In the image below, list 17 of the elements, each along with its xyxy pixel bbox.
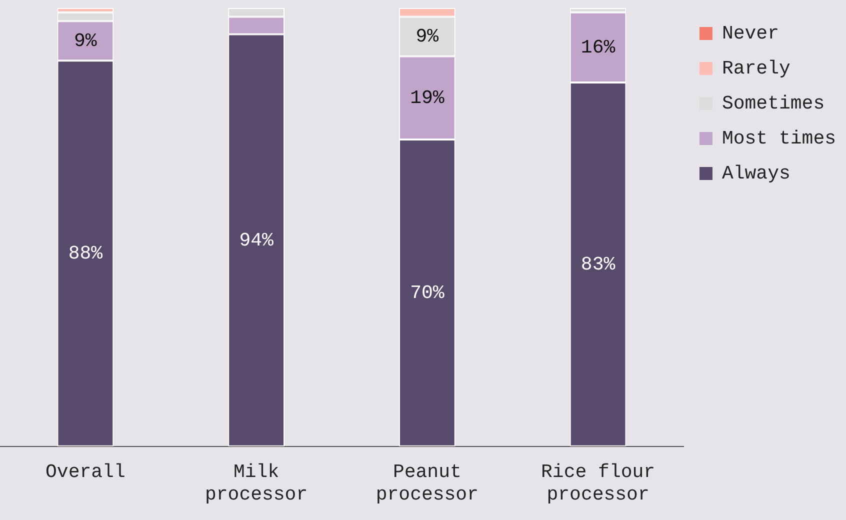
data-label: 16% xyxy=(580,36,616,58)
data-label: 88% xyxy=(68,242,104,265)
data-label: 19% xyxy=(410,86,445,109)
legend-label: Most times xyxy=(722,128,836,150)
legend-label: Sometimes xyxy=(722,92,825,115)
legend-label: Rarely xyxy=(722,58,790,80)
data-label: 9% xyxy=(74,30,98,52)
legend-label: Never xyxy=(722,22,779,45)
data-label: 70% xyxy=(410,282,445,304)
data-label: 9% xyxy=(416,26,440,48)
x-tick-label: Peanut processor xyxy=(376,460,478,506)
data-label: 83% xyxy=(580,253,616,276)
x-tick-label: Milk processor xyxy=(204,460,308,506)
legend-label: Always xyxy=(722,162,790,185)
x-tick-label: Rice flour processor xyxy=(541,460,656,506)
x-tick-label: Overall xyxy=(46,460,126,483)
data-label: 94% xyxy=(239,229,274,252)
